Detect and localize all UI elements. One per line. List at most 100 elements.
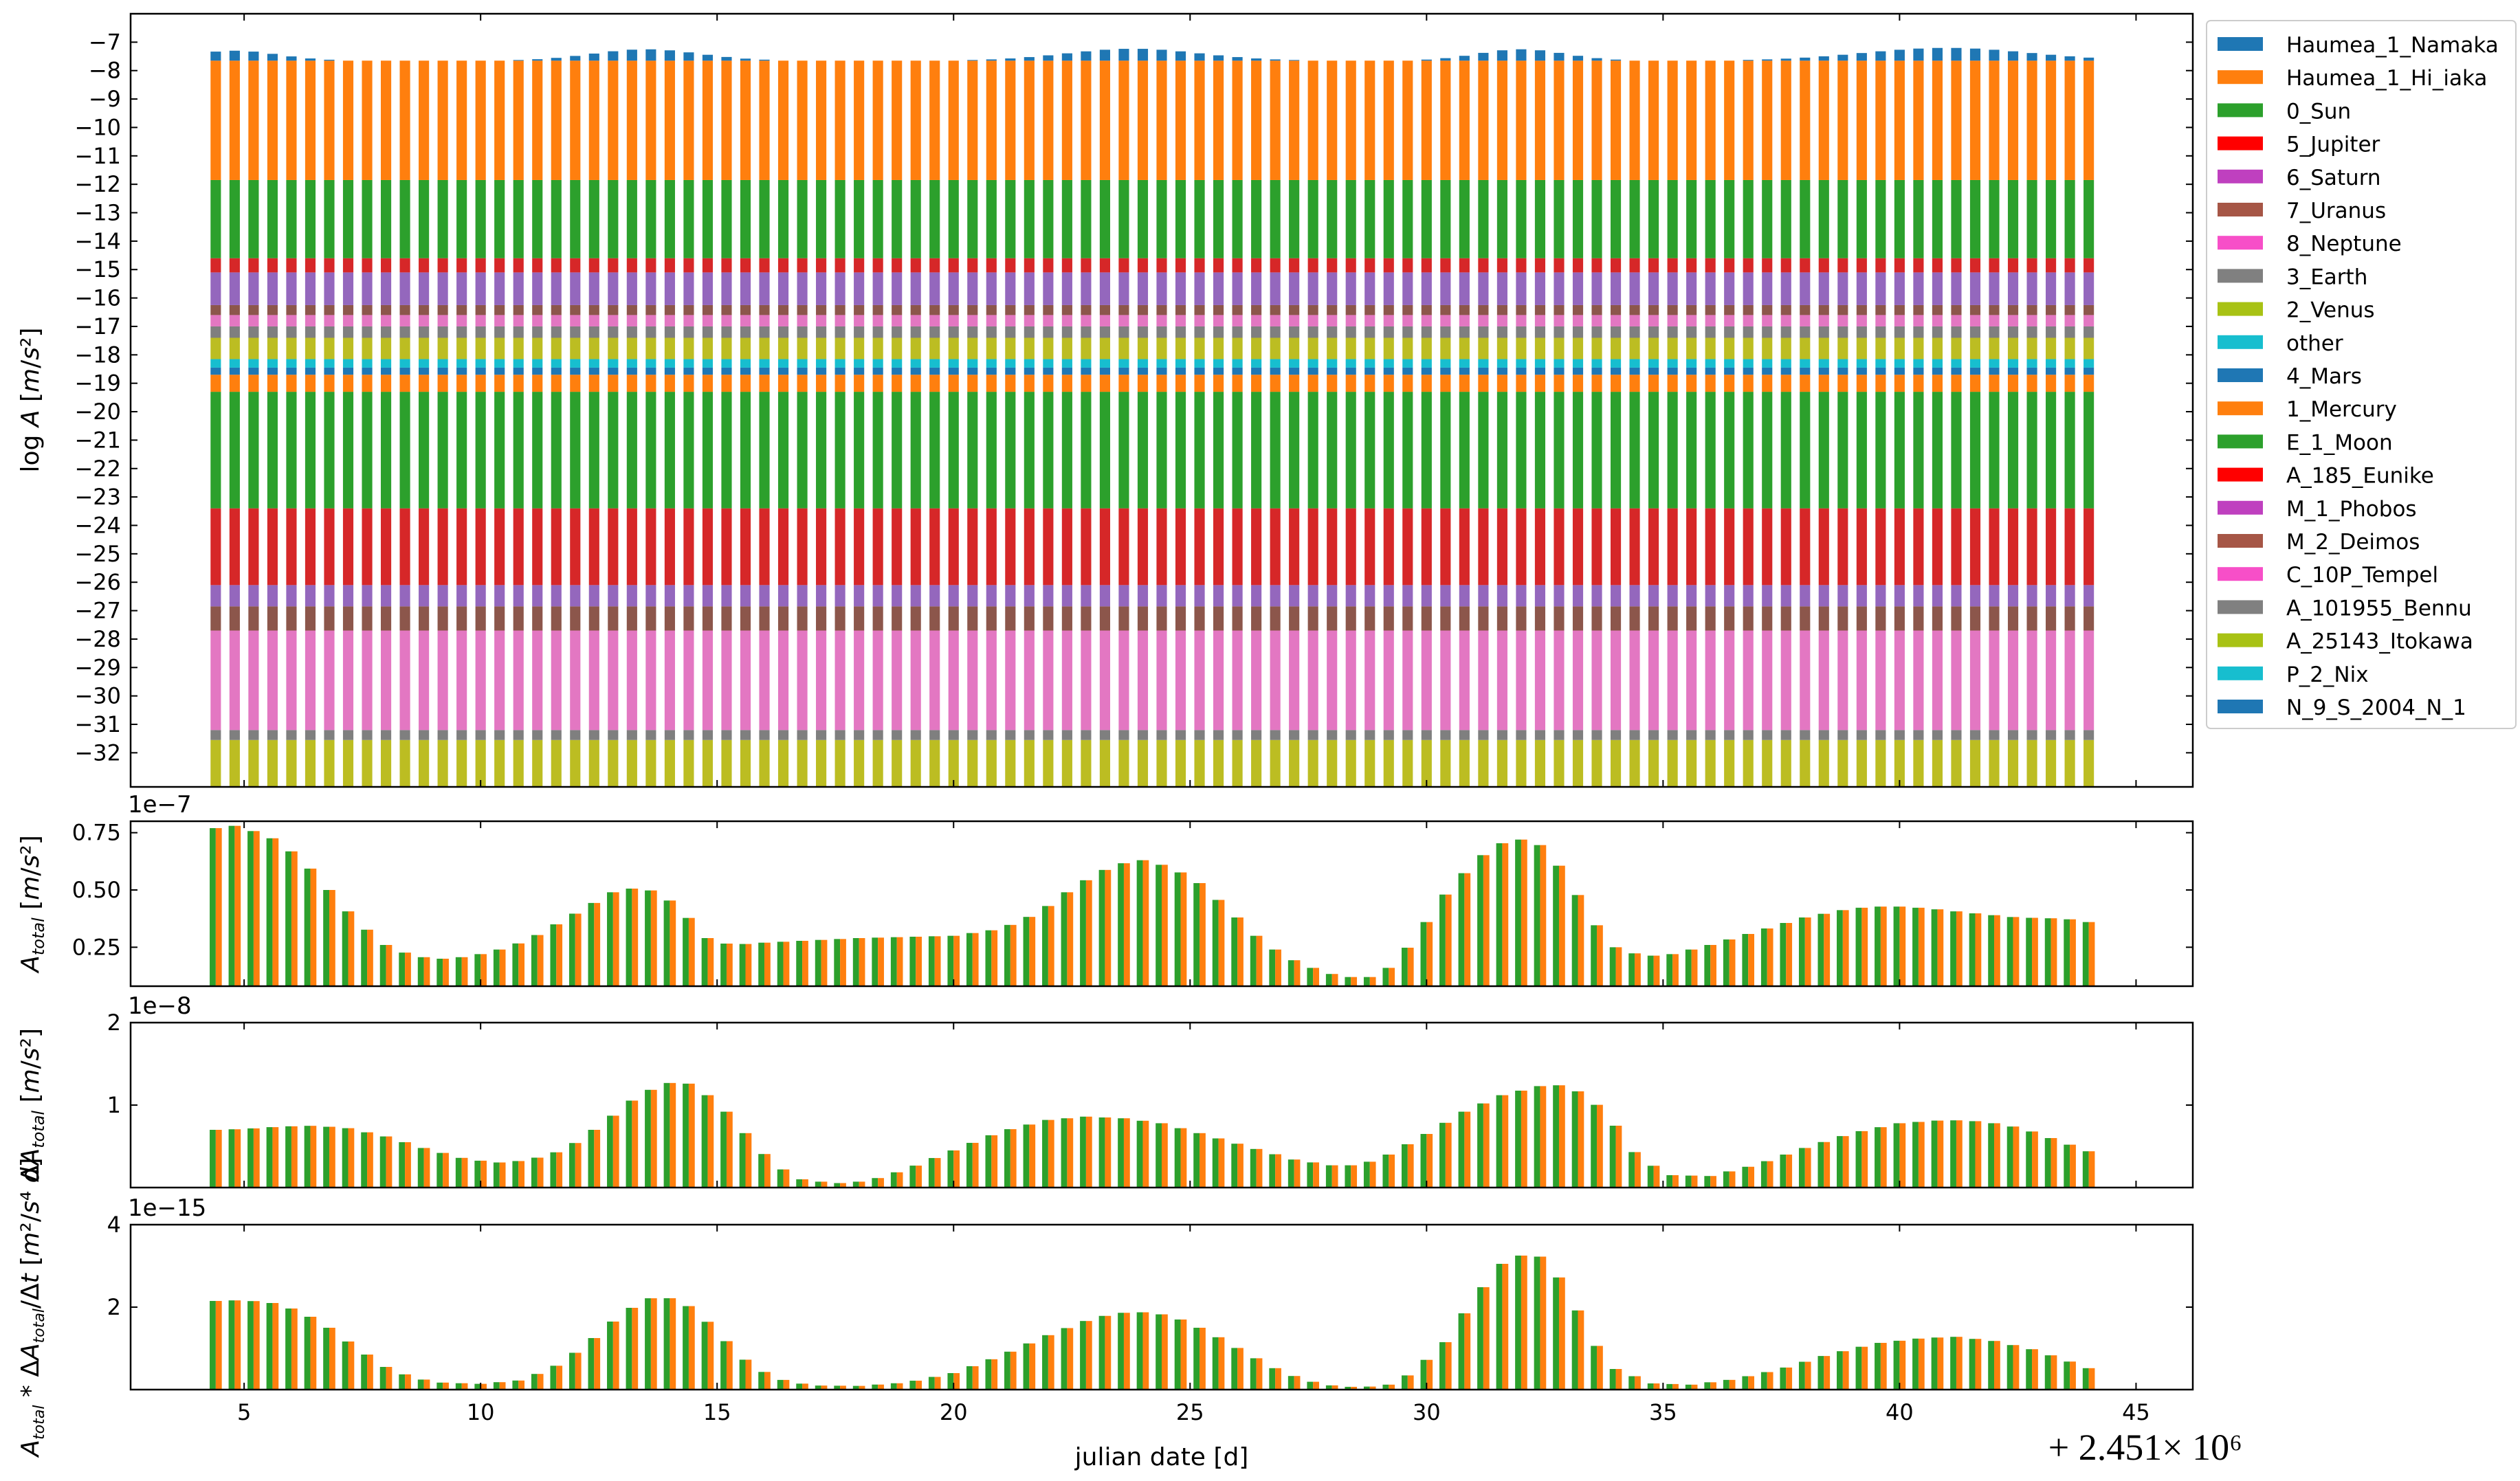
data-bar [1994,915,2000,986]
stacked-bar-segment [2084,367,2095,375]
data-bar [1218,900,1225,986]
data-bar [1420,922,1427,986]
data-bar [1729,1171,1736,1188]
stacked-bar-segment [380,179,392,258]
data-bar [550,924,557,986]
stacked-bar-segment [1534,508,1546,586]
stacked-bar-segment [929,304,940,315]
stacked-bar-segment [1345,367,1356,375]
stacked-bar-segment [1724,272,1735,305]
stacked-bar-segment [570,739,581,787]
data-bar [802,1179,808,1188]
stacked-bar-segment [1534,606,1546,631]
x-tick-label: 25 [1176,1399,1204,1425]
stacked-bar-segment [229,315,240,326]
data-bar [1345,977,1351,986]
stacked-bar-segment [513,392,524,509]
data-bar [234,825,241,986]
stacked-bar-segment [1913,375,1924,392]
stacked-bar-segment [1705,326,1716,338]
data-bar [1837,1351,1843,1390]
stacked-bar-segment [532,304,543,315]
data-bar [1760,1161,1767,1188]
data-bar [1382,1384,1389,1390]
stacked-bar-segment [1762,359,1773,368]
data-bar [1553,865,1559,986]
stacked-bar-segment [475,258,486,273]
stacked-bar-segment [1270,606,1281,631]
y-tick-label: −32 [74,739,121,766]
stacked-bar-segment [1534,367,1546,375]
data-bar [1389,1155,1395,1188]
stacked-bar-segment [1081,326,1092,338]
stacked-bar-segment [929,337,940,359]
data-bar [953,1150,960,1188]
stacked-bar-segment [1894,304,1905,315]
stacked-bar-segment [229,326,240,338]
stacked-bar-segment [1800,630,1811,731]
stacked-bar-segment [1099,272,1110,305]
stacked-bar-segment [248,179,259,258]
stacked-bar-segment [1516,606,1527,631]
stacked-bar-segment [532,337,543,359]
stacked-bar-segment [1061,359,1072,368]
stacked-bar-segment [1762,367,1773,375]
stacked-bar-segment [494,326,505,338]
stacked-bar-segment [1307,60,1318,180]
stacked-bar-segment [1554,367,1565,375]
stacked-bar-segment [759,326,770,338]
stacked-bar-segment [702,359,714,368]
stacked-bar-segment [1327,508,1338,586]
data-bar [2082,922,2089,986]
stacked-bar-segment [1402,367,1413,375]
stacked-bar-segment [986,315,997,326]
stacked-bar-segment [1837,367,1848,375]
stacked-bar-segment [1856,508,1867,586]
data-bar [1578,1091,1584,1188]
stacked-bar-segment [1043,359,1054,368]
stacked-bar-segment [1364,179,1375,258]
stacked-bar-segment [664,272,675,305]
stacked-bar-segment [1099,585,1110,607]
y-tick-label: −18 [74,342,121,368]
stacked-bar-segment [1459,359,1470,368]
stacked-bar-segment [702,60,714,180]
stacked-bar-segment [759,179,770,258]
stacked-bar-segment [267,730,278,740]
stacked-bar-segment [286,179,297,258]
stacked-bar-segment [1061,585,1072,607]
stacked-bar-segment [1951,630,1962,731]
stacked-bar-segment [1989,392,2000,509]
stacked-bar-segment-top [2026,53,2037,61]
stacked-bar-segment [1327,739,1338,787]
data-bar [272,1127,279,1188]
stacked-bar-segment [1894,272,1905,305]
stacked-bar-segment [740,60,751,180]
stacked-bar-segment [551,315,562,326]
stacked-bar-segment-top [1837,54,1848,61]
stacked-bar-segment [305,606,316,631]
stacked-bar-segment [570,367,581,375]
stacked-bar-segment [967,367,978,375]
data-bar [1767,1161,1773,1188]
stacked-bar-segment [551,606,562,631]
data-bar [1804,1148,1811,1188]
stacked-bar-segment [2026,179,2037,258]
data-bar [1105,869,1112,986]
stacked-bar-segment [1421,359,1432,368]
data-bar [1256,1148,1263,1188]
stacked-bar-segment [1081,392,1092,509]
stacked-bar-segment [664,326,675,338]
stacked-bar-segment [1686,326,1697,338]
data-bar [1558,1277,1565,1390]
stacked-bar-segment [1061,258,1072,273]
stacked-bar-segment [1440,730,1451,740]
data-bar [1534,845,1540,986]
stacked-bar-segment [1969,730,1981,740]
stacked-bar-segment [1213,179,1224,258]
data-bar [815,939,821,986]
data-bar [266,838,273,986]
stacked-bar-segment [1345,739,1356,787]
stacked-bar-segment [608,375,619,392]
stacked-bar-segment [1345,272,1356,305]
